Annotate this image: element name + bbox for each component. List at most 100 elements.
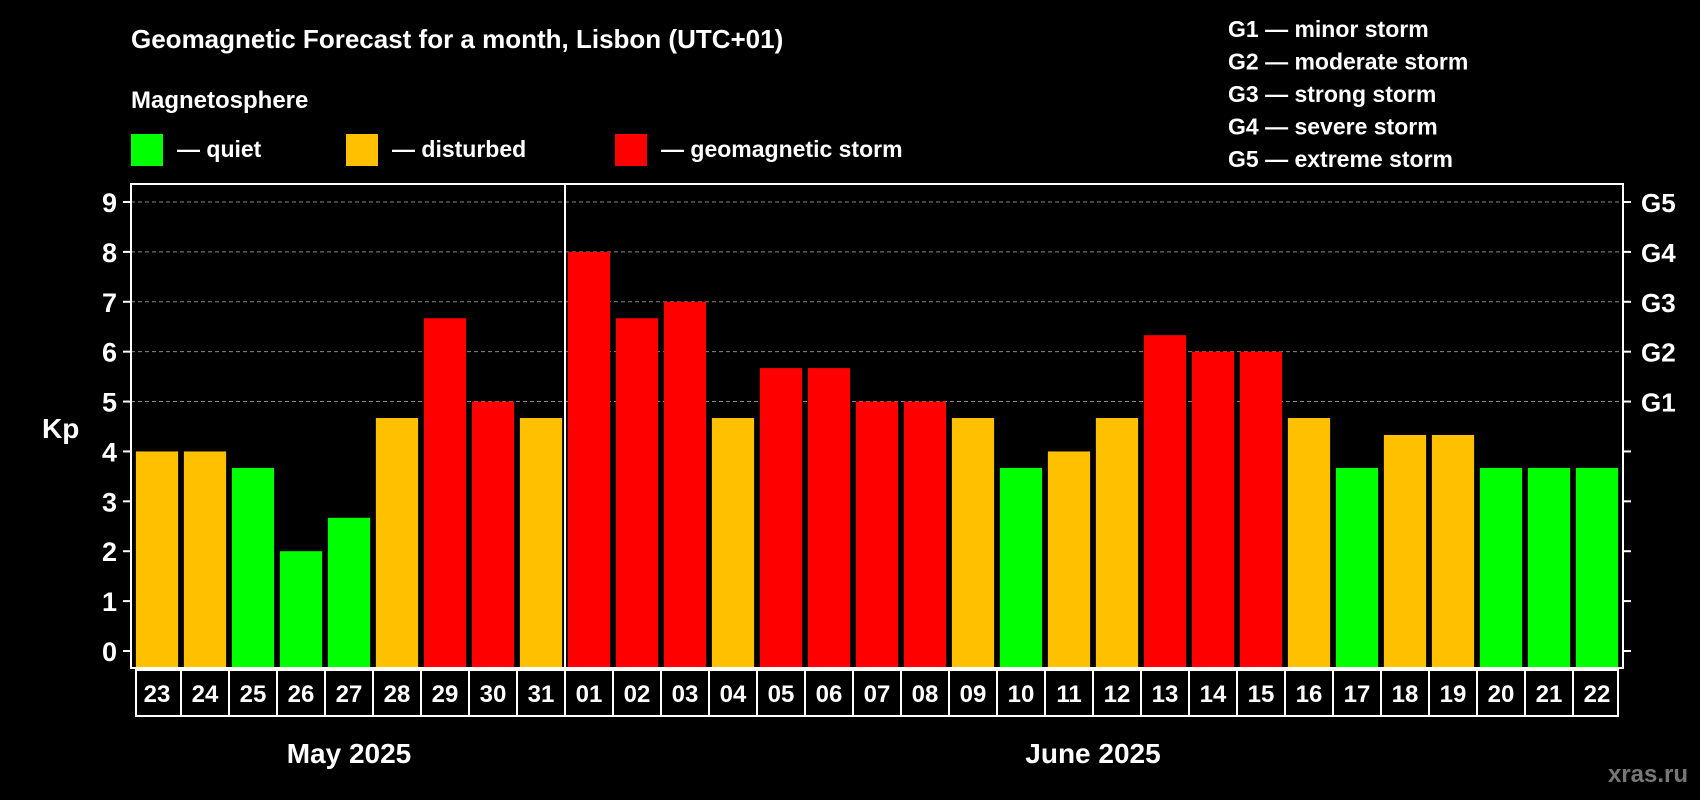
watermark: xras.ru <box>1608 761 1688 788</box>
y-axis-label: Kp <box>42 413 79 444</box>
plot-frame <box>130 183 1624 669</box>
bars <box>135 251 1619 668</box>
y-tick-label: 7 <box>102 288 117 318</box>
x-tick-label: 30 <box>480 681 507 708</box>
legend-swatch-disturbed <box>346 134 378 166</box>
y-tick-label: 4 <box>102 437 117 467</box>
bar-16 <box>1287 418 1331 668</box>
x-tick-label: 06 <box>816 681 843 708</box>
right-axis-label: G1 <box>1641 388 1676 418</box>
x-tick-label: 04 <box>720 681 747 708</box>
bar-11 <box>1047 451 1091 668</box>
bar-10 <box>999 467 1043 668</box>
bar-25 <box>231 467 275 668</box>
bar-04 <box>711 418 755 668</box>
bar-07 <box>855 401 899 668</box>
y-tick-label: 9 <box>102 188 117 218</box>
bar-12 <box>1095 418 1139 668</box>
legend-title: Magnetosphere <box>131 87 308 114</box>
x-tick-label: 23 <box>144 681 171 708</box>
x-tick-label: 31 <box>528 681 555 708</box>
g-scale-item: G3 — strong storm <box>1228 81 1436 107</box>
x-tick-label: 26 <box>288 681 315 708</box>
bar-24 <box>183 451 227 668</box>
x-tick-label: 27 <box>336 681 363 708</box>
bar-01 <box>567 251 611 668</box>
bar-22 <box>1575 467 1619 668</box>
bar-20 <box>1479 467 1523 668</box>
g-scale-item: G1 — minor storm <box>1228 16 1429 42</box>
x-tick-label: 15 <box>1248 681 1275 708</box>
bar-13 <box>1143 335 1187 668</box>
y-tick-label: 3 <box>102 487 117 517</box>
x-tick-label: 08 <box>912 681 939 708</box>
x-tick-label: 28 <box>384 681 411 708</box>
y-tick-label: 2 <box>102 537 117 567</box>
right-axis-label: G2 <box>1641 338 1676 368</box>
y-tick-label: 0 <box>102 637 117 667</box>
bar-03 <box>663 301 707 668</box>
right-axis-label: G3 <box>1641 288 1676 318</box>
right-axis-label: G4 <box>1641 238 1676 268</box>
date-row <box>135 669 1619 717</box>
x-tick-label: 25 <box>240 681 267 708</box>
bar-17 <box>1335 467 1379 668</box>
g-scale-item: G2 — moderate storm <box>1228 49 1468 75</box>
legend: — quiet — disturbed — geomagnetic storm <box>131 134 903 166</box>
y-tick-label: 8 <box>102 238 117 268</box>
bar-27 <box>327 517 371 668</box>
bar-21 <box>1527 467 1571 668</box>
g-scale-item: G5 — extreme storm <box>1228 146 1453 172</box>
g-scale-legend: G1 — minor storm G2 — moderate storm G3 — … <box>1228 16 1468 172</box>
month-label: May 2025 <box>287 738 412 769</box>
x-tick-label: 13 <box>1152 681 1179 708</box>
legend-label-storm: — geomagnetic storm <box>661 136 903 162</box>
y-tick-label: 5 <box>102 388 117 418</box>
legend-swatch-storm <box>615 134 647 166</box>
x-tick-label: 17 <box>1344 681 1371 708</box>
x-tick-label: 10 <box>1008 681 1035 708</box>
x-tick-label: 24 <box>192 681 219 708</box>
x-tick-label: 03 <box>672 681 699 708</box>
x-tick-label: 20 <box>1488 681 1515 708</box>
y-tick-label: 6 <box>102 338 117 368</box>
grid <box>131 201 1623 403</box>
y-tick-label: 1 <box>102 587 117 617</box>
chart-title: Geomagnetic Forecast for a month, Lisbon… <box>131 24 783 54</box>
legend-label-quiet: — quiet <box>177 136 262 162</box>
bar-15 <box>1239 351 1283 668</box>
bar-23 <box>135 451 179 668</box>
x-tick-label: 12 <box>1104 681 1131 708</box>
x-tick-label: 21 <box>1536 681 1563 708</box>
x-tick-label: 02 <box>624 681 651 708</box>
x-tick-label: 14 <box>1200 681 1227 708</box>
bar-30 <box>471 401 515 668</box>
legend-label-disturbed: — disturbed <box>392 136 526 162</box>
x-tick-label: 16 <box>1296 681 1323 708</box>
bar-05 <box>759 368 803 668</box>
x-tick-label: 01 <box>576 681 603 708</box>
x-tick-label: 29 <box>432 681 459 708</box>
bar-06 <box>807 368 851 668</box>
x-tick-label: 19 <box>1440 681 1467 708</box>
bar-31 <box>519 418 563 668</box>
x-tick-label: 05 <box>768 681 795 708</box>
x-tick-label: 09 <box>960 681 987 708</box>
x-tick-label: 11 <box>1056 681 1081 708</box>
bar-02 <box>615 318 659 668</box>
bar-19 <box>1431 434 1475 668</box>
legend-swatch-quiet <box>131 134 163 166</box>
month-label: June 2025 <box>1025 738 1160 769</box>
bar-28 <box>375 418 419 668</box>
bar-08 <box>903 401 947 668</box>
bar-14 <box>1191 351 1235 668</box>
g-scale-item: G4 — severe storm <box>1228 114 1438 140</box>
x-tick-label: 22 <box>1584 681 1611 708</box>
right-axis-label: G5 <box>1641 188 1676 218</box>
x-tick-label: 07 <box>864 681 891 708</box>
x-tick-label: 18 <box>1392 681 1419 708</box>
bar-09 <box>951 418 995 668</box>
bar-18 <box>1383 434 1427 668</box>
